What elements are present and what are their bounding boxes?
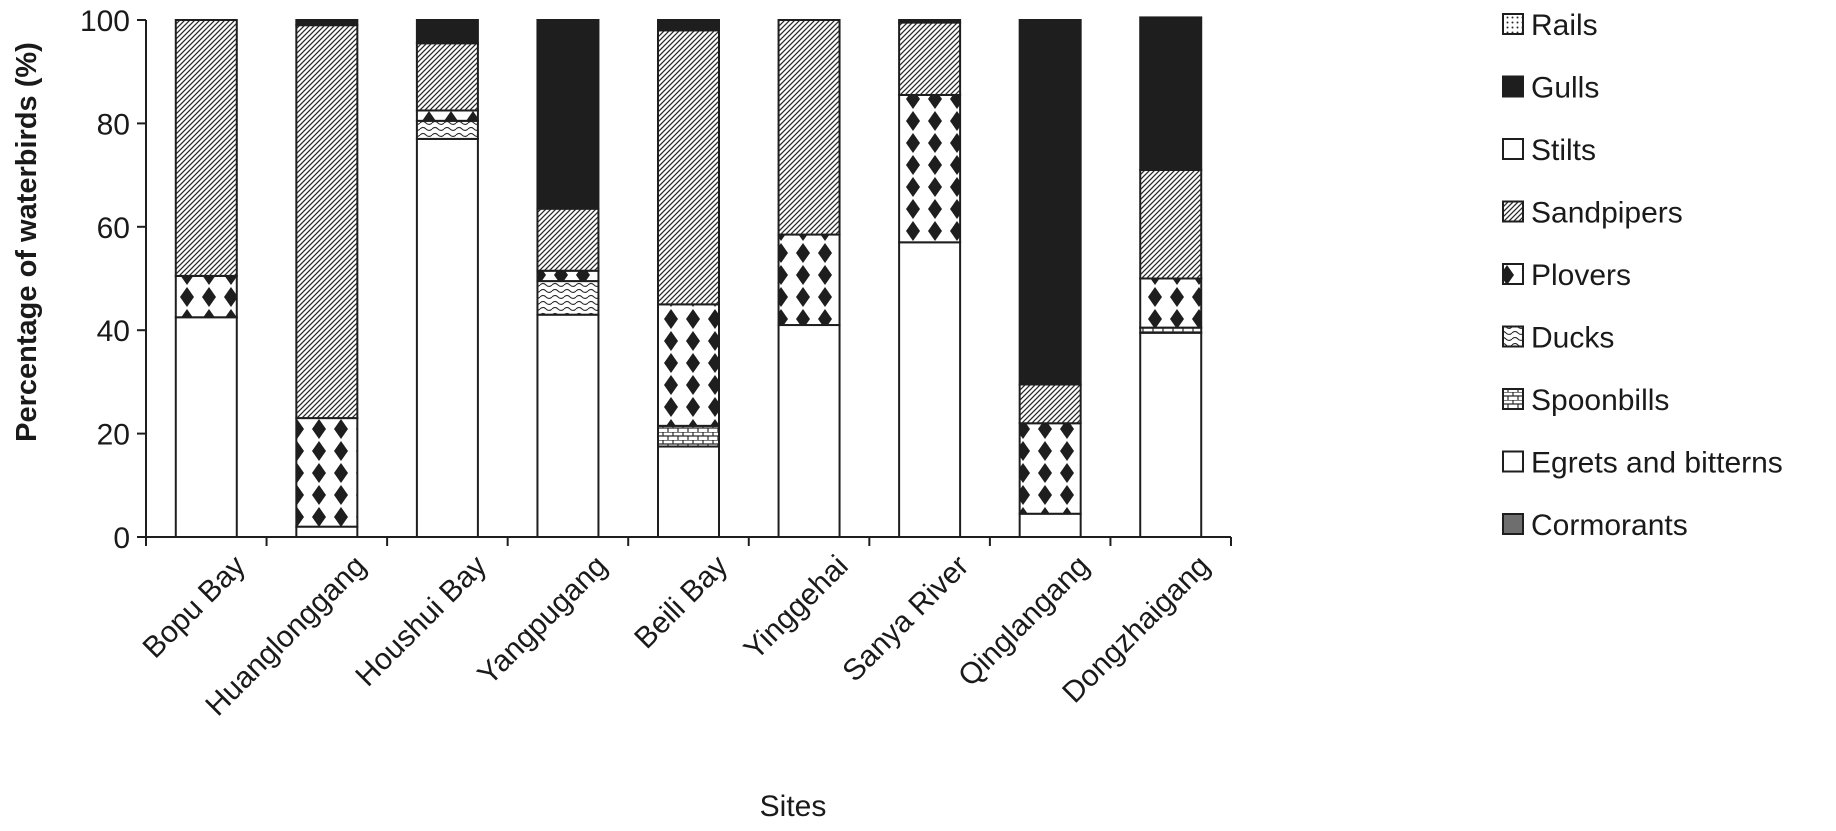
bar-segment-dongzhaigang-gulls — [1139, 16, 1203, 171]
bar-segment-houshui-bay-egrets-and-bitterns — [415, 137, 479, 538]
y-tick-label-80: 80 — [97, 108, 130, 141]
legend-label-spoonbills: Spoonbills — [1531, 384, 1669, 417]
x-tick-label-yangpugang: Yangpugang — [472, 549, 614, 691]
bar-segment-houshui-bay-sandpipers — [415, 42, 479, 112]
bar-segment-sanya-river-plovers — [898, 93, 962, 244]
bars-group — [174, 16, 1203, 538]
bar-segment-huanglonggang-plovers — [295, 417, 359, 528]
bar-segment-houshui-bay-plovers — [415, 109, 479, 122]
bar-segment-yangpugang-gulls — [536, 19, 600, 210]
bar-segment-yangpugang-egrets-and-bitterns — [536, 313, 600, 538]
bar-segment-beili-bay-gulls — [657, 19, 720, 32]
bar-segment-yangpugang-plovers — [536, 269, 600, 283]
legend-swatch-sandpipers — [1502, 200, 1524, 223]
legend-label-cormorants: Cormorants — [1531, 509, 1688, 542]
bar-segment-houshui-bay-gulls — [415, 19, 479, 45]
bar-segment-bopu-bay-egrets-and-bitterns — [174, 316, 238, 538]
bar-segment-yinggehai-egrets-and-bitterns — [777, 324, 841, 538]
legend-swatch-rails — [1502, 13, 1524, 35]
bar-segment-bopu-bay-sandpipers — [174, 19, 238, 277]
x-tick-label-houshui-bay: Houshui Bay — [349, 549, 493, 693]
legend-label-plovers: Plovers — [1531, 259, 1631, 292]
y-tick-label-40: 40 — [97, 315, 130, 348]
bar-segment-dongzhaigang-egrets-and-bitterns — [1139, 331, 1203, 538]
bar-segment-qinglangang-plovers — [1018, 422, 1082, 515]
bar-segment-qinglangang-sandpipers — [1018, 383, 1082, 425]
legend-label-ducks: Ducks — [1531, 322, 1614, 355]
legend-swatch-spoonbills — [1502, 388, 1524, 410]
legend-label-egrets-and-bitterns: Egrets and bitterns — [1531, 447, 1783, 480]
legend-label-rails: Rails — [1531, 9, 1598, 42]
bar-segment-qinglangang-gulls — [1018, 19, 1082, 386]
bar-segment-houshui-bay-ducks — [415, 119, 479, 140]
bar-segment-huanglonggang-egrets-and-bitterns — [295, 525, 359, 538]
bar-segment-yangpugang-ducks — [536, 280, 600, 316]
y-tick-label-20: 20 — [97, 419, 130, 452]
bar-segment-sanya-river-egrets-and-bitterns — [898, 241, 962, 538]
bar-segment-sanya-river-gulls — [898, 19, 962, 24]
x-tick-label-bopu-bay: Bopu Bay — [137, 549, 252, 664]
bar-segment-beili-bay-spoonbills — [657, 424, 720, 448]
y-tick-label-0: 0 — [113, 522, 130, 555]
y-tick-label-100: 100 — [80, 5, 130, 38]
bar-segment-huanglonggang-sandpipers — [295, 24, 359, 420]
legend-label-sandpipers: Sandpipers — [1531, 197, 1683, 230]
bar-segment-yinggehai-plovers — [777, 233, 841, 327]
bar-segment-huanglonggang-gulls — [295, 19, 359, 27]
legend-label-gulls: Gulls — [1531, 72, 1599, 105]
legend-swatch-egrets-and-bitterns — [1502, 450, 1524, 473]
bar-segment-beili-bay-plovers — [657, 303, 720, 427]
bar-segment-beili-bay-egrets-and-bitterns — [657, 445, 720, 538]
bar-segment-yangpugang-sandpipers — [536, 207, 600, 272]
y-tick-label-60: 60 — [97, 212, 130, 245]
x-tick-label-yinggehai: Yinggehai — [738, 549, 855, 666]
legend-label-stilts: Stilts — [1531, 134, 1596, 167]
legend-swatch-stilts — [1502, 138, 1524, 160]
legend-swatch-cormorants — [1502, 513, 1524, 535]
legend-swatch-gulls — [1502, 75, 1524, 98]
bar-segment-bopu-bay-plovers — [174, 274, 238, 319]
bar-segment-yinggehai-sandpipers — [777, 19, 841, 236]
y-axis-title-group: Percentage of waterbirds (%) — [11, 42, 43, 442]
bar-segment-sanya-river-sandpipers — [898, 21, 962, 96]
legend: Rails Gulls Stilts Sandpipers Plovers Ducks Sp… — [1502, 9, 1783, 542]
y-axis-title: Percentage of waterbirds (%) — [11, 42, 43, 442]
x-tick-label-beili-bay: Beili Bay — [628, 549, 734, 655]
bar-segment-dongzhaigang-sandpipers — [1139, 168, 1203, 280]
bar-segment-qinglangang-egrets-and-bitterns — [1018, 512, 1082, 538]
bar-segment-beili-bay-sandpipers — [657, 29, 720, 306]
legend-swatch-plovers — [1502, 263, 1524, 285]
x-axis-title: Sites — [760, 790, 827, 823]
legend-swatch-ducks — [1502, 325, 1524, 348]
bar-segment-dongzhaigang-plovers — [1139, 277, 1203, 329]
